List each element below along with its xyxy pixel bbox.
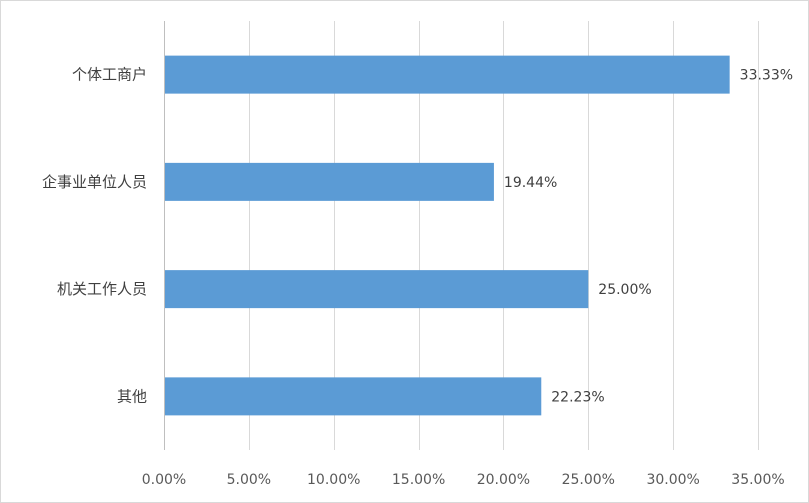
bar	[165, 162, 494, 201]
x-tick-label: 5.00%	[227, 472, 271, 488]
category-label: 其他	[117, 387, 147, 405]
data-label: 33.33%	[740, 68, 793, 84]
bar	[165, 377, 542, 416]
x-tick-label: 25.00%	[562, 472, 615, 488]
category-label: 机关工作人员	[57, 280, 147, 298]
x-tick-label: 35.00%	[731, 472, 784, 488]
bars	[165, 55, 730, 416]
x-tick-label: 30.00%	[646, 472, 699, 488]
x-tick-label: 0.00%	[142, 472, 186, 488]
category-label: 个体工商户	[72, 66, 147, 84]
x-tick-label: 10.00%	[307, 472, 360, 488]
x-tick-label: 20.00%	[477, 472, 530, 488]
x-tick-label: 15.00%	[392, 472, 445, 488]
bar	[165, 270, 589, 309]
category-label: 企事业单位人员	[42, 173, 147, 191]
x-tick-labels: 0.00% 5.00% 10.00% 15.00% 20.00% 25.00% 30.00%…	[142, 472, 785, 488]
data-labels: 33.33% 19.44% 25.00% 22.23%	[504, 68, 793, 406]
data-label: 25.00%	[598, 282, 651, 298]
data-label: 19.44%	[504, 175, 557, 191]
data-label: 22.23%	[551, 389, 604, 405]
bar	[165, 55, 730, 94]
